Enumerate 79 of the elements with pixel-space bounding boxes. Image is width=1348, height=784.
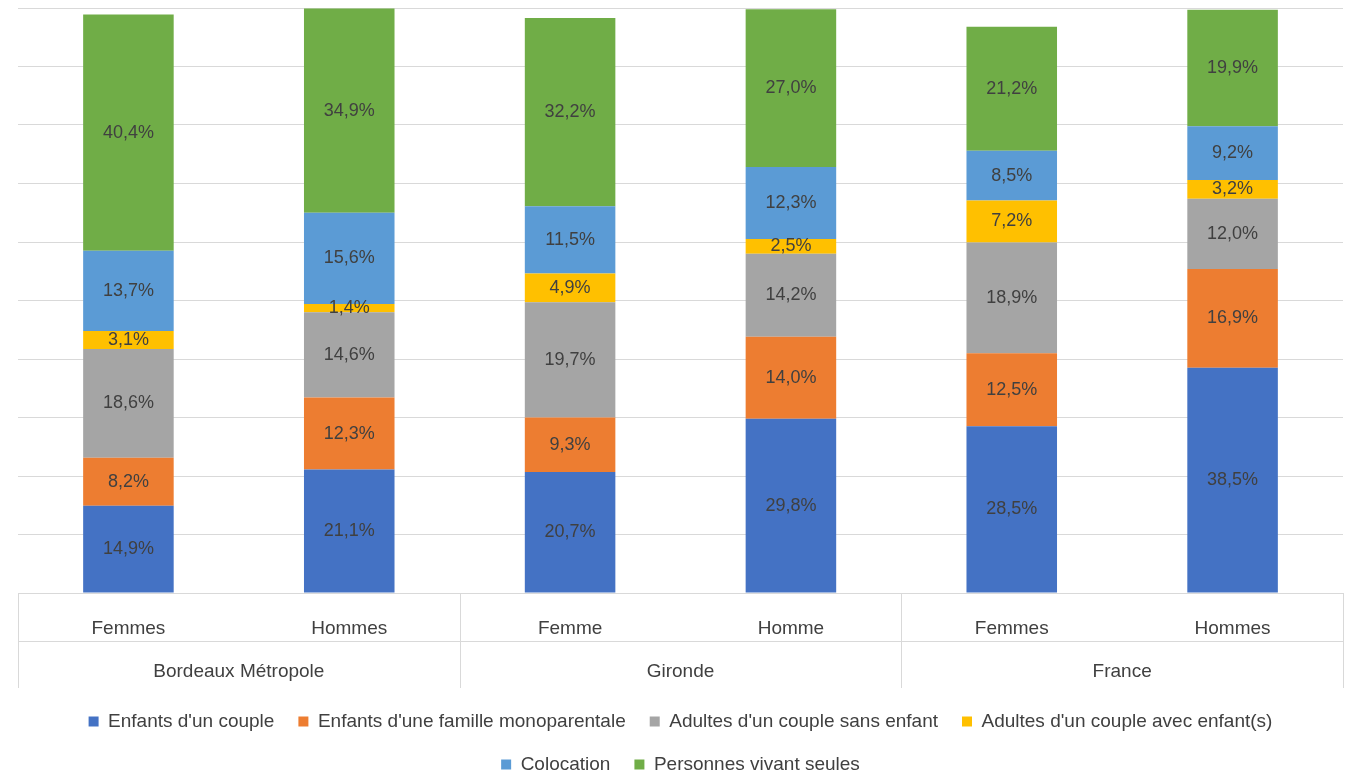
data-label: 8,5%	[991, 164, 1033, 185]
data-label: 14,9%	[102, 538, 154, 559]
legend-label: Enfants d'une famille monoparentale	[317, 709, 626, 731]
bar	[524, 471, 616, 593]
bar	[966, 150, 1058, 201]
data-label: 9,3%	[549, 433, 591, 454]
bar	[745, 9, 837, 168]
data-label: 12,3%	[765, 192, 817, 213]
data-label: 12,3%	[323, 422, 375, 443]
data-label: 3,1%	[107, 328, 149, 349]
bar	[524, 17, 616, 207]
data-label: 14,2%	[765, 284, 817, 305]
data-label: 38,5%	[1207, 469, 1259, 490]
bar	[83, 250, 174, 331]
bar	[524, 302, 616, 418]
bar	[966, 353, 1058, 427]
data-label: 14,6%	[323, 343, 375, 364]
bar	[303, 8, 395, 213]
data-label: 3,2%	[1212, 178, 1254, 199]
bar	[745, 167, 837, 240]
bar	[303, 397, 395, 470]
x-tick-label: Homme	[757, 616, 825, 638]
data-label: 19,7%	[544, 348, 596, 369]
data-label: 15,6%	[323, 247, 375, 268]
data-label: 8,2%	[107, 470, 149, 491]
x-tick-label: Hommes	[1194, 616, 1271, 638]
bar	[303, 469, 395, 593]
bar	[966, 200, 1058, 243]
bar	[83, 457, 174, 506]
data-label: 28,5%	[986, 498, 1038, 519]
bar	[83, 505, 174, 593]
data-label: 21,1%	[323, 520, 375, 540]
x-tick-label: Hommes	[311, 616, 388, 638]
bar	[966, 426, 1058, 593]
data-label: 12,0%	[1207, 222, 1259, 243]
bar	[83, 349, 174, 458]
data-label: 11,5%	[545, 228, 595, 249]
data-label: 18,6%	[102, 392, 154, 413]
data-label: 19,9%	[1207, 56, 1259, 77]
data-label: 12,5%	[986, 378, 1038, 399]
bar	[745, 418, 837, 593]
data-label: 7,2%	[991, 210, 1033, 231]
bar	[524, 417, 616, 472]
x-tick-label: Femmes	[974, 616, 1049, 638]
bar	[966, 26, 1058, 151]
data-label: 4,9%	[549, 276, 591, 297]
data-label: 40,4%	[102, 121, 154, 142]
bar	[966, 242, 1058, 354]
data-label: 2,5%	[770, 235, 812, 256]
data-label: 21,2%	[986, 77, 1038, 98]
text: Gironde	[646, 660, 715, 682]
bar	[1187, 268, 1278, 368]
bar	[745, 336, 837, 419]
legend-label: Personnes vivant seules	[653, 752, 860, 774]
legend-label: Enfants d'un couple	[108, 709, 275, 731]
data-label: 34,9%	[323, 99, 375, 120]
data-label: 13,7%	[102, 279, 154, 300]
legend-label: Adultes d'un couple sans enfant	[669, 709, 939, 731]
legend-label: Adultes d'un couple avec enfant(s)	[981, 709, 1273, 731]
bar	[1187, 198, 1278, 269]
bar	[1187, 9, 1278, 127]
legend-label: Colocation	[520, 752, 611, 774]
bar	[83, 14, 174, 251]
bar	[524, 206, 616, 274]
bar	[1187, 126, 1278, 180]
text: France	[1092, 660, 1152, 682]
data-label: 29,8%	[765, 494, 817, 515]
x-tick-label: Femmes	[91, 616, 166, 638]
data-label: 14,0%	[765, 366, 817, 387]
bar	[1187, 367, 1278, 593]
bar	[745, 253, 837, 337]
data-label: 27,0%	[765, 77, 817, 98]
data-label: 32,2%	[544, 101, 596, 122]
text: Bordeaux Métropole	[153, 660, 325, 682]
data-label: 9,2%	[1212, 142, 1254, 163]
x-tick-label: Femme	[537, 616, 603, 638]
data-label: 18,9%	[986, 286, 1038, 307]
data-label: 16,9%	[1207, 307, 1259, 328]
data-label: 20,7%	[544, 521, 596, 542]
